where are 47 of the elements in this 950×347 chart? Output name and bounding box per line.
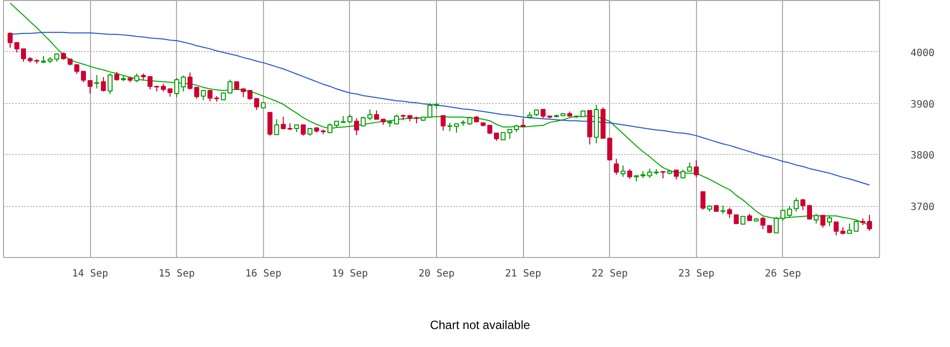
y-tick-label: 3800 <box>910 150 935 162</box>
candlestick <box>760 216 766 230</box>
x-tick-label: 15 Sep <box>158 268 195 280</box>
x-tick-label: 16 Sep <box>245 268 282 280</box>
candlestick <box>827 215 832 227</box>
candlestick <box>354 118 360 136</box>
y-tick-label: 3700 <box>910 202 935 214</box>
x-tick-label: 22 Sep <box>592 268 628 280</box>
candlestick <box>774 216 779 234</box>
candlestick <box>300 124 306 136</box>
candlestick <box>674 170 679 180</box>
candlestick <box>148 76 153 90</box>
candlestick <box>427 102 432 118</box>
candlestick <box>88 80 93 94</box>
candlestick <box>700 191 706 210</box>
x-tick-label: 19 Sep <box>332 268 368 280</box>
candlestick <box>274 118 280 136</box>
candlestick <box>727 207 732 218</box>
candlestick <box>94 74 100 89</box>
candlestick <box>694 160 699 178</box>
candlestick <box>100 76 106 92</box>
candlestick <box>180 75 186 92</box>
candlestick <box>620 164 626 178</box>
y-tick-label: 3900 <box>910 99 935 110</box>
candlestick <box>367 108 372 121</box>
x-tick-label: 26 Sep <box>764 268 801 280</box>
candlestick <box>814 213 819 224</box>
x-tick-label: 23 Sep <box>678 268 714 280</box>
candlestick <box>794 197 799 212</box>
candlestick <box>174 78 180 98</box>
candlestick <box>614 158 619 176</box>
candlestick <box>440 115 446 132</box>
candlestick <box>834 222 839 236</box>
y-tick-label: 4000 <box>910 48 935 59</box>
text: Chart not available <box>430 317 530 334</box>
candlestick <box>627 168 632 180</box>
candlestick <box>820 214 826 228</box>
x-tick-label: 14 Sep <box>72 268 108 280</box>
candlestick <box>200 90 206 101</box>
x-tick-label: 21 Sep <box>505 268 542 280</box>
candlestick <box>800 198 806 211</box>
candlestick <box>267 112 272 136</box>
candlestick <box>360 116 366 126</box>
candlestick <box>108 72 113 95</box>
candlestick <box>807 204 812 220</box>
candlestick <box>8 32 13 48</box>
x-tick-label: 20 Sep <box>418 268 455 280</box>
